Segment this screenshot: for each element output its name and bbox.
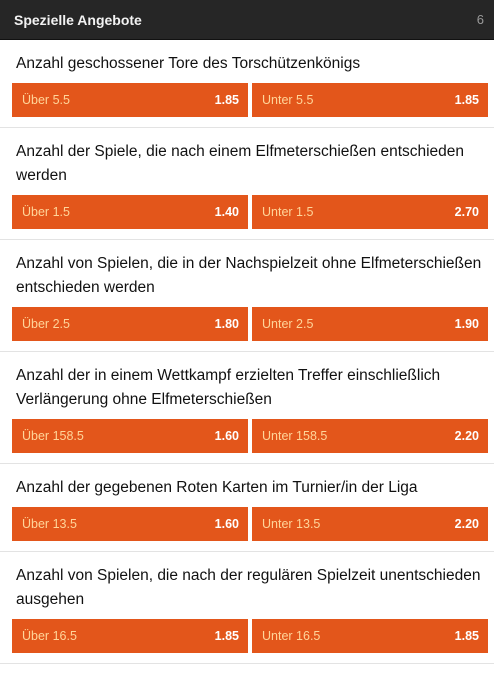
section-title: Spezielle Angebote <box>14 11 142 28</box>
market-question: Anzahl von Spielen, die in der Nachspiel… <box>16 255 482 296</box>
under-odds-button[interactable]: Unter 1.5 2.70 <box>252 195 488 229</box>
odds-row: Über 2.5 1.80 Unter 2.5 1.90 <box>12 307 488 341</box>
market-question: Anzahl geschossener Tore des Torschützen… <box>16 55 361 72</box>
market-question: Anzahl der gegebenen Roten Karten im Tur… <box>16 479 418 496</box>
odds-value: 1.85 <box>214 629 239 643</box>
section-header[interactable]: Spezielle Angebote 6 <box>0 0 494 40</box>
selection-label: Über 2.5 <box>22 317 70 331</box>
under-odds-button[interactable]: Unter 13.5 2.20 <box>252 507 488 541</box>
market-item: Anzahl der in einem Wettkampf erzielten … <box>0 352 494 464</box>
market-item: Anzahl der gegebenen Roten Karten im Tur… <box>0 464 494 552</box>
odds-value: 1.60 <box>214 429 239 443</box>
over-odds-button[interactable]: Über 16.5 1.85 <box>12 619 248 653</box>
selection-label: Über 5.5 <box>22 93 70 107</box>
odds-value: 2.70 <box>454 205 479 219</box>
odds-value: 2.20 <box>454 429 479 443</box>
under-odds-button[interactable]: Unter 5.5 1.85 <box>252 83 488 117</box>
over-odds-button[interactable]: Über 158.5 1.60 <box>12 419 248 453</box>
selection-label: Über 16.5 <box>22 629 77 643</box>
odds-row: Über 158.5 1.60 Unter 158.5 2.20 <box>12 419 488 453</box>
odds-value: 1.80 <box>214 317 239 331</box>
market-item: Anzahl von Spielen, die nach der regulär… <box>0 552 494 664</box>
odds-row: Über 5.5 1.85 Unter 5.5 1.85 <box>12 83 488 117</box>
odds-value: 1.60 <box>214 517 239 531</box>
over-odds-button[interactable]: Über 1.5 1.40 <box>12 195 248 229</box>
selection-label: Unter 158.5 <box>262 429 328 443</box>
odds-value: 1.40 <box>214 205 239 219</box>
over-odds-button[interactable]: Über 5.5 1.85 <box>12 83 248 117</box>
market-item: Anzahl der Spiele, die nach einem Elfmet… <box>0 128 494 240</box>
odds-value: 1.90 <box>454 317 479 331</box>
over-odds-button[interactable]: Über 2.5 1.80 <box>12 307 248 341</box>
under-odds-button[interactable]: Unter 16.5 1.85 <box>252 619 488 653</box>
market-item: Anzahl geschossener Tore des Torschützen… <box>0 40 494 128</box>
odds-value: 1.85 <box>214 93 239 107</box>
odds-row: Über 13.5 1.60 Unter 13.5 2.20 <box>12 507 488 541</box>
selection-label: Über 1.5 <box>22 205 70 219</box>
market-count: 6 <box>476 12 484 27</box>
under-odds-button[interactable]: Unter 2.5 1.90 <box>252 307 488 341</box>
selection-label: Unter 1.5 <box>262 205 314 219</box>
selection-label: Unter 16.5 <box>262 629 321 643</box>
market-question: Anzahl der in einem Wettkampf erzielten … <box>16 367 441 408</box>
selection-label: Unter 13.5 <box>262 517 321 531</box>
market-list: Anzahl geschossener Tore des Torschützen… <box>0 40 494 664</box>
market-question: Anzahl von Spielen, die nach der regulär… <box>16 567 481 608</box>
odds-row: Über 1.5 1.40 Unter 1.5 2.70 <box>12 195 488 229</box>
market-item: Anzahl von Spielen, die in der Nachspiel… <box>0 240 494 352</box>
odds-row: Über 16.5 1.85 Unter 16.5 1.85 <box>12 619 488 653</box>
selection-label: Über 13.5 <box>22 517 77 531</box>
selection-label: Unter 5.5 <box>262 93 314 107</box>
odds-value: 2.20 <box>454 517 479 531</box>
under-odds-button[interactable]: Unter 158.5 2.20 <box>252 419 488 453</box>
odds-value: 1.85 <box>454 629 479 643</box>
selection-label: Unter 2.5 <box>262 317 314 331</box>
odds-value: 1.85 <box>454 93 479 107</box>
market-question: Anzahl der Spiele, die nach einem Elfmet… <box>16 143 465 184</box>
selection-label: Über 158.5 <box>22 429 84 443</box>
over-odds-button[interactable]: Über 13.5 1.60 <box>12 507 248 541</box>
